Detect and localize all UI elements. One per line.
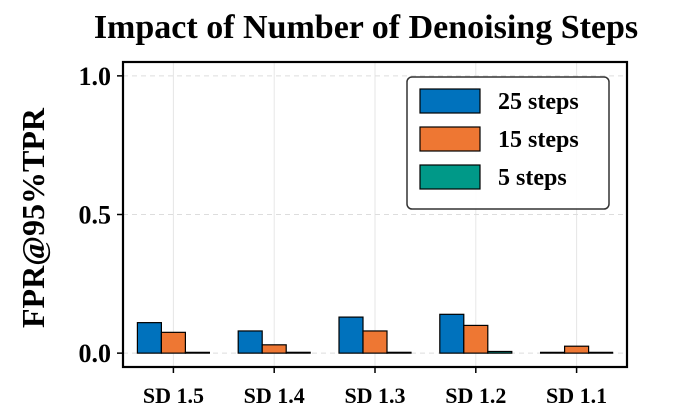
bar (539, 351, 566, 354)
bars-layer (136, 313, 614, 354)
bar (439, 313, 465, 354)
bar (487, 350, 513, 354)
bar (184, 351, 210, 354)
legend-label: 25 steps (498, 89, 579, 115)
bar (338, 316, 364, 354)
bar (160, 331, 186, 354)
ticks-layer: 0.0 0.5 1.0 SD 1.5 SD 1.4 SD 1.3 SD 1.2 SD 1.1 (79, 62, 608, 408)
y-axis-label: FPR@95%TPR (15, 107, 51, 328)
bar (362, 330, 388, 354)
legend-swatch (419, 164, 481, 190)
x-tick-label: SD 1.3 (344, 383, 405, 408)
x-tick-label: SD 1.1 (546, 383, 607, 408)
legend-swatch (419, 88, 481, 114)
bar (136, 322, 162, 354)
bar (563, 345, 590, 354)
legend: 25 steps 15 steps 5 steps (406, 76, 610, 210)
bar (587, 351, 614, 354)
y-tick-label: 0.5 (79, 201, 112, 230)
legend-swatch (419, 126, 481, 152)
bar (285, 351, 311, 354)
x-tick-label: SD 1.4 (244, 383, 305, 408)
y-tick-label: 1.0 (79, 62, 112, 91)
legend-label: 5 steps (498, 165, 567, 191)
bar (386, 351, 412, 354)
legend-label: 15 steps (498, 127, 579, 153)
bar (237, 330, 263, 354)
y-tick-label: 0.0 (79, 339, 112, 368)
chart-title: Impact of Number of Denoising Steps (94, 9, 638, 46)
bar (463, 324, 489, 354)
x-tick-label: SD 1.2 (445, 383, 506, 408)
x-tick-label: SD 1.5 (143, 383, 204, 408)
bar (261, 344, 287, 354)
